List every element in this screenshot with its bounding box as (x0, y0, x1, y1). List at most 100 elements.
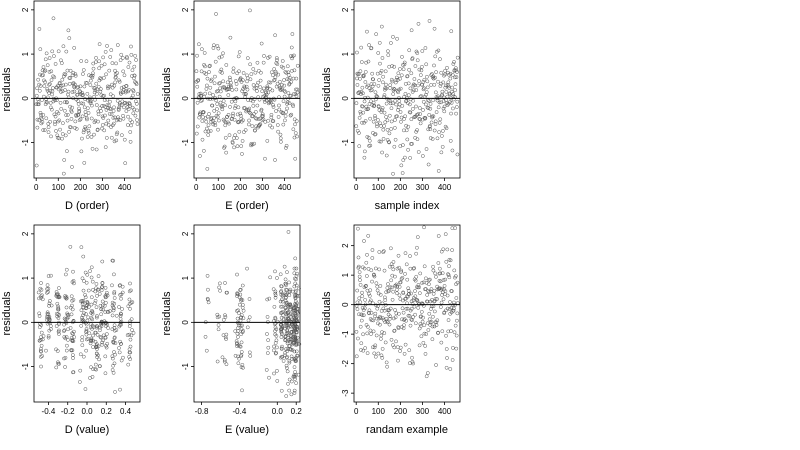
data-point (373, 266, 378, 271)
data-point (388, 316, 392, 321)
data-point (59, 89, 63, 94)
data-point (417, 106, 422, 110)
data-point (281, 122, 286, 127)
data-point (274, 71, 279, 76)
data-point (270, 73, 275, 78)
data-point (380, 150, 384, 155)
data-point (402, 60, 407, 65)
data-point (94, 81, 99, 86)
data-point (106, 310, 111, 314)
data-point (111, 121, 116, 126)
data-point (96, 109, 101, 114)
data-point (64, 296, 69, 301)
data-point (68, 244, 73, 249)
data-point (396, 108, 400, 112)
data-point (356, 264, 361, 269)
data-point (369, 310, 374, 315)
data-point (371, 329, 376, 334)
data-point (45, 63, 50, 68)
data-point (124, 55, 129, 59)
data-point (422, 323, 427, 327)
data-point (369, 332, 373, 336)
data-point (209, 115, 214, 120)
data-point (80, 300, 85, 305)
data-point (361, 308, 366, 312)
data-point (106, 122, 111, 127)
data-point (370, 84, 375, 89)
data-point (287, 360, 292, 365)
data-point (89, 265, 94, 270)
data-point (130, 74, 134, 78)
data-point (78, 380, 82, 384)
data-point (205, 167, 210, 171)
data-point (65, 100, 69, 105)
data-point (377, 250, 382, 254)
data-point (47, 315, 52, 319)
data-point (67, 82, 72, 86)
data-point (208, 129, 213, 133)
data-point (209, 79, 213, 83)
data-point (378, 71, 383, 75)
data-point (93, 60, 98, 65)
data-point (77, 108, 82, 113)
data-point (386, 289, 391, 294)
data-point (407, 67, 411, 72)
data-point (443, 85, 448, 90)
data-point (40, 354, 44, 358)
data-point (90, 73, 95, 78)
data-point (417, 116, 422, 121)
data-point (427, 277, 432, 282)
x-tick-label: 100 (212, 183, 226, 192)
data-point (364, 274, 369, 278)
data-point (123, 100, 128, 105)
data-point (386, 282, 390, 286)
data-point (61, 121, 65, 126)
data-point (69, 110, 74, 114)
data-point (292, 391, 297, 395)
y-tick-label: 1 (341, 272, 350, 277)
data-point (118, 316, 123, 321)
data-point (135, 122, 140, 126)
data-point (357, 270, 362, 274)
data-point (111, 94, 115, 99)
data-point (65, 343, 69, 348)
data-point (247, 350, 252, 355)
data-point (402, 62, 407, 67)
data-point (368, 288, 373, 293)
data-point (425, 371, 430, 375)
y-tick-label: -1 (341, 138, 350, 146)
data-point (403, 82, 408, 86)
data-point (395, 345, 400, 349)
data-point (56, 312, 60, 316)
data-point (405, 74, 409, 79)
data-point (95, 293, 99, 298)
data-point (134, 101, 139, 106)
data-point (372, 274, 377, 279)
x-axis: 0 100 200 300 400 (354, 402, 452, 416)
data-point (360, 85, 365, 90)
data-point (437, 120, 442, 125)
data-point (131, 111, 136, 116)
data-point (373, 354, 378, 359)
data-point (383, 298, 388, 302)
data-point (426, 162, 431, 167)
data-point (238, 111, 243, 116)
data-point (45, 283, 50, 287)
data-point (71, 298, 76, 302)
data-point (203, 334, 208, 339)
data-point (100, 303, 105, 308)
data-point (216, 327, 221, 332)
data-point (393, 118, 397, 122)
data-point (361, 313, 366, 318)
data-point (407, 110, 412, 114)
data-point (449, 111, 453, 116)
data-point (94, 351, 99, 356)
data-point (198, 154, 202, 158)
data-point (447, 264, 451, 269)
data-point (248, 62, 253, 67)
data-point (215, 107, 219, 111)
data-point (70, 303, 74, 308)
data-point (264, 368, 269, 372)
data-point (131, 331, 136, 335)
